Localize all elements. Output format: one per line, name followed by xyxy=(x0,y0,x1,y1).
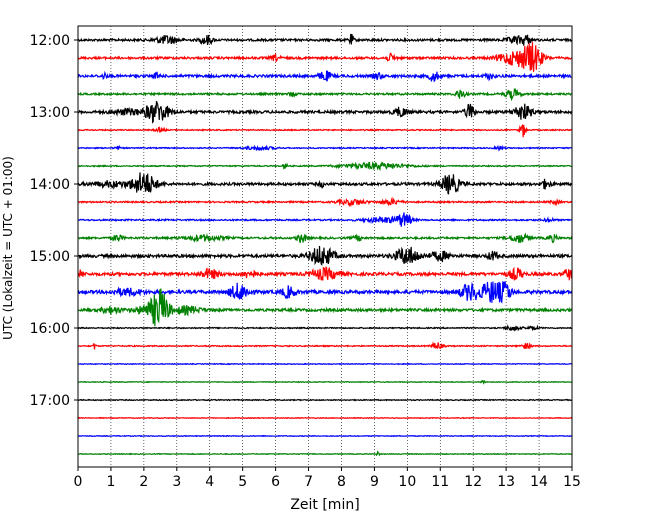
seismic-trace xyxy=(77,398,573,402)
x-tick-label: 10 xyxy=(398,474,416,490)
x-tick-label: 14 xyxy=(530,474,548,490)
seismic-trace xyxy=(77,434,573,438)
y-axis-ticks: 12:00 13:00 14:00 15:00 16:00 17:00 xyxy=(30,33,78,409)
x-tick-label: 5 xyxy=(238,474,247,490)
y-tick-label: 14:00 xyxy=(30,177,70,193)
x-tick-label: 12 xyxy=(464,474,482,490)
x-tick-label: 11 xyxy=(431,474,449,490)
seismic-trace xyxy=(77,124,573,138)
seismic-trace xyxy=(77,70,573,83)
seismic-trace xyxy=(77,87,573,102)
seismic-trace xyxy=(77,232,573,244)
y-tick-label: 16:00 xyxy=(30,321,70,337)
y-axis-label: UTC (Lokalzeit = UTC + 01:00) xyxy=(1,156,15,340)
x-tick-label: 3 xyxy=(172,474,181,490)
y-tick-label: 13:00 xyxy=(30,105,70,121)
x-tick-label: 7 xyxy=(304,474,313,490)
seismic-trace xyxy=(77,196,573,208)
y-tick-label: 12:00 xyxy=(30,33,70,49)
x-tick-label: 4 xyxy=(205,474,214,490)
y-tick-label: 15:00 xyxy=(30,249,70,265)
x-tick-label: 13 xyxy=(497,474,515,490)
seismic-trace xyxy=(77,144,573,152)
x-tick-label: 2 xyxy=(139,474,148,490)
seismic-trace xyxy=(77,266,573,281)
x-tick-label: 1 xyxy=(106,474,115,490)
x-tick-label: 6 xyxy=(271,474,280,490)
seismic-trace xyxy=(77,161,573,172)
x-axis-label: Zeit [min] xyxy=(290,497,359,513)
x-axis-ticks: 0 1 2 3 4 5 6 7 8 9 10 11 12 13 14 15 xyxy=(74,467,581,490)
x-tick-label: 15 xyxy=(563,474,581,490)
seismic-trace xyxy=(77,288,573,327)
seismic-trace xyxy=(77,172,573,195)
x-gridlines xyxy=(110,26,540,467)
x-tick-label: 0 xyxy=(74,474,83,490)
trace-group xyxy=(77,33,573,457)
seismic-trace xyxy=(77,33,573,46)
seismic-trace xyxy=(77,341,573,350)
seismic-trace xyxy=(77,212,573,227)
x-tick-label: 9 xyxy=(370,474,379,490)
x-tick-label: 8 xyxy=(337,474,346,490)
seismic-trace xyxy=(77,416,573,420)
seismic-trace xyxy=(77,324,573,332)
seismic-trace xyxy=(77,362,573,366)
seismic-trace xyxy=(77,100,573,124)
seismic-trace xyxy=(77,246,573,266)
seismic-trace xyxy=(77,450,573,457)
seismic-trace xyxy=(77,379,573,385)
plot-frame xyxy=(77,25,573,468)
seismic-trace xyxy=(77,42,573,72)
y-tick-label: 17:00 xyxy=(30,393,70,409)
